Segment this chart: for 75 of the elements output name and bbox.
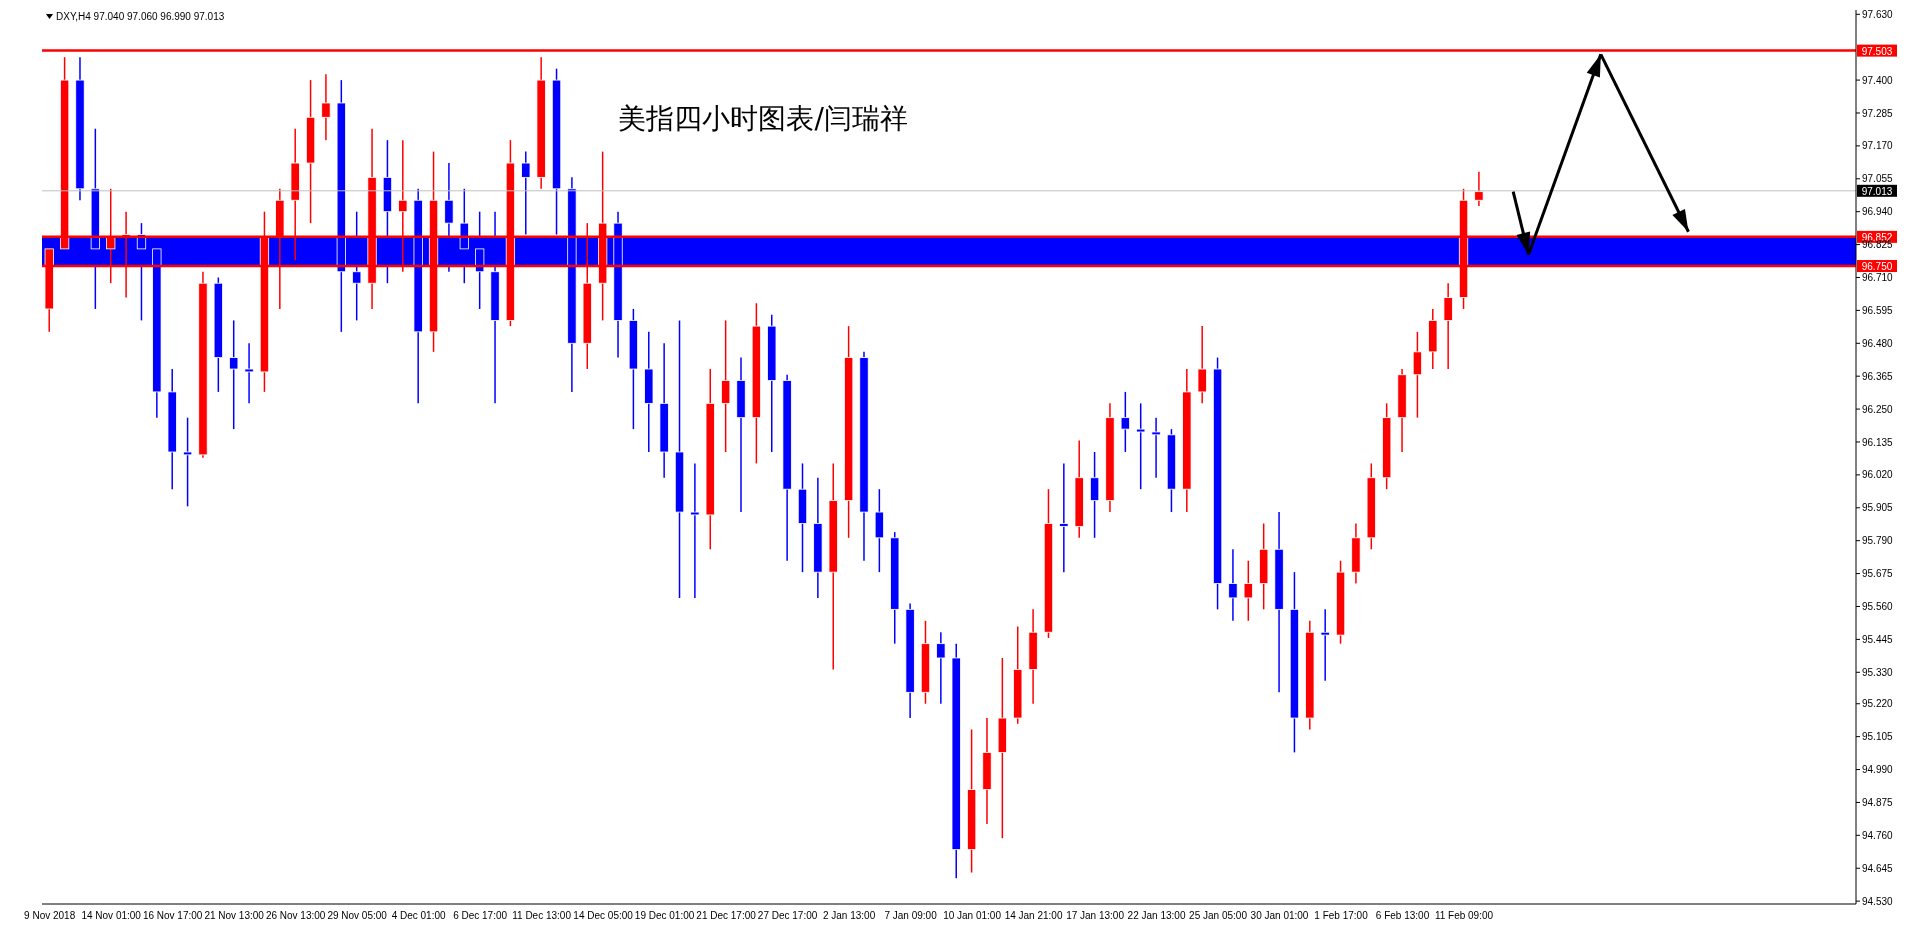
candlestick [690,462,700,599]
ref-line-label: 96.750 [1861,261,1893,273]
y-tick-label: 95.220 [1862,698,1894,710]
y-tick-label: 96.480 [1862,337,1894,349]
x-tick-label: 29 Nov 05:00 [327,910,388,922]
x-tick-label: 17 Jan 13:00 [1066,910,1125,922]
x-tick-label: 25 Jan 05:00 [1189,910,1248,922]
candlestick [1089,451,1100,539]
y-tick-label: 95.445 [1862,633,1894,645]
y-tick-label: 96.135 [1862,436,1894,448]
chart-title: DXY,H4 97.040 97.060 96.990 97.013 [56,11,225,22]
y-tick-label: 94.530 [1862,895,1894,907]
candlestick [1320,608,1330,682]
y-tick-label: 95.675 [1862,568,1894,580]
x-tick-label: 21 Nov 13:00 [204,910,265,922]
x-tick-label: 30 Jan 01:00 [1250,910,1309,922]
y-tick-label: 97.285 [1862,107,1894,119]
y-tick-label: 96.020 [1862,469,1894,481]
candlestick [721,319,731,453]
candlestick [182,416,193,508]
x-tick-label: 11 Feb 09:00 [1434,910,1494,922]
x-tick-label: 6 Feb 13:00 [1375,910,1430,922]
y-tick-label: 97.055 [1862,173,1894,185]
x-tick-label: 21 Dec 17:00 [696,910,757,922]
y-tick-label: 95.330 [1862,666,1894,678]
candlestick [229,319,239,430]
candlestick [1151,416,1161,479]
candlestick [1474,170,1484,207]
y-tick-label: 96.940 [1862,206,1894,218]
x-tick-label: 14 Dec 05:00 [573,910,634,922]
x-tick-label: 6 Dec 17:00 [453,910,508,922]
y-tick-label: 95.560 [1862,601,1894,613]
candlestick [936,631,946,705]
y-tick-label: 96.710 [1862,272,1894,284]
x-tick-label: 7 Jan 09:00 [884,910,938,922]
candlestick [1136,402,1146,490]
candlestick [1197,325,1207,405]
x-tick-label: 14 Jan 21:00 [1004,910,1063,922]
ref-line-label: 97.013 [1861,185,1893,197]
candlestick [1412,331,1423,419]
y-tick-label: 95.790 [1862,535,1894,547]
candlestick [521,150,531,236]
candlestick [1228,548,1238,622]
candlestick [321,73,331,141]
x-tick-label: 10 Jan 01:00 [943,910,1002,922]
y-tick-label: 96.595 [1862,304,1894,316]
y-tick-label: 94.990 [1862,764,1894,776]
x-tick-label: 16 Nov 17:00 [142,910,203,922]
x-tick-label: 4 Dec 01:00 [391,910,447,922]
x-tick-label: 27 Dec 17:00 [757,910,818,922]
y-tick-label: 95.905 [1862,502,1894,514]
y-tick-label: 97.400 [1862,74,1894,86]
candlestick [1243,559,1253,622]
y-tick-label: 97.170 [1862,140,1894,152]
ref-line-label: 97.503 [1861,45,1893,57]
candlestick [1443,282,1453,370]
y-tick-label: 94.645 [1862,862,1894,874]
x-tick-label: 1 Feb 17:00 [1314,910,1369,922]
x-tick-label: 26 Nov 13:00 [265,910,326,922]
x-tick-label: 9 Nov 2018 [24,910,76,922]
y-tick-label: 94.760 [1862,829,1894,841]
candlestick [1059,462,1069,573]
x-tick-label: 22 Jan 13:00 [1127,910,1186,922]
x-tick-label: 2 Jan 13:00 [822,910,876,922]
x-tick-label: 11 Dec 13:00 [512,910,572,922]
x-tick-label: 14 Nov 01:00 [81,910,142,922]
x-tick-label: 19 Dec 01:00 [634,910,695,922]
y-tick-label: 95.105 [1862,731,1894,743]
y-tick-label: 96.365 [1862,370,1894,382]
y-tick-label: 94.875 [1862,796,1894,808]
y-tick-label: 97.630 [1862,8,1894,20]
annotation: 美指四小时图表/闫瑞祥 [618,101,908,138]
candlestick [244,342,254,405]
y-tick-label: 96.250 [1862,403,1894,415]
candlestick [1120,391,1130,453]
